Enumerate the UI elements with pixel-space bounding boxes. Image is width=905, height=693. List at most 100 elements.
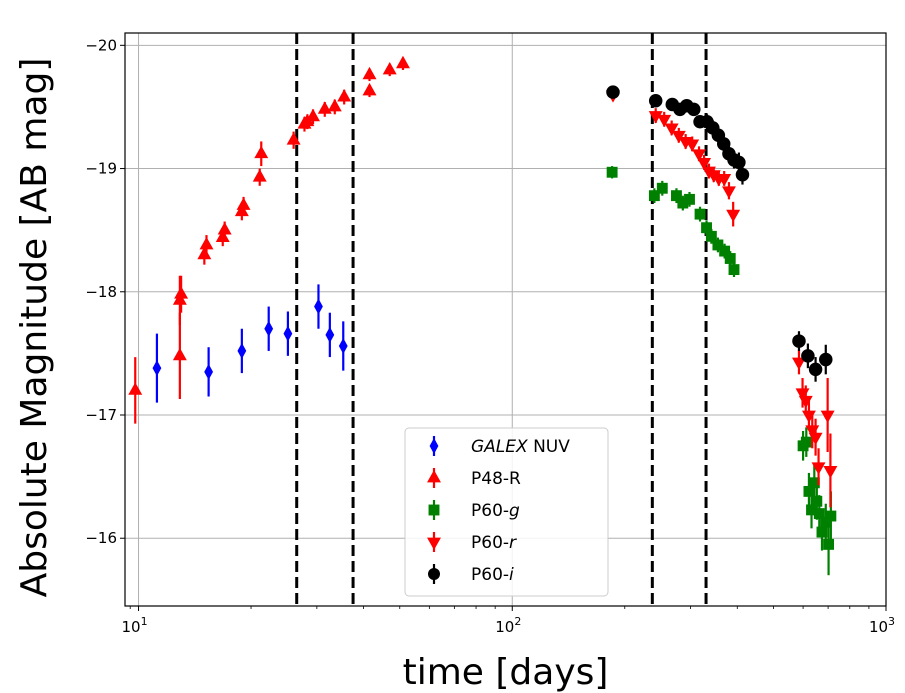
data-point [648,190,660,202]
legend-marker [427,470,441,483]
data-point [687,102,701,117]
data-point [337,89,352,102]
data-point [694,208,706,220]
data-point [657,114,672,128]
series-2 [606,166,837,576]
data-point [712,239,724,251]
data-layer [128,55,838,576]
data-point [362,82,377,96]
data-point [286,132,301,145]
legend-item: P60-r [427,532,517,553]
data-point [808,432,823,446]
data-point [382,61,397,75]
data-point [606,85,620,99]
data-point [800,436,812,448]
data-point [811,495,823,507]
data-point [823,538,835,550]
legend-item: P60-g [428,500,520,521]
x-tick-exponent: 2 [514,615,521,628]
data-point [215,229,230,242]
legend-label: P48-R [471,469,521,489]
data-point [701,222,712,234]
data-point [236,197,251,210]
data-point [396,55,410,69]
data-point [705,230,717,242]
series-3 [606,88,838,508]
x-tick-base: 10 [869,618,888,636]
data-point [174,286,189,299]
data-point [728,264,740,276]
data-point [685,139,700,152]
series-1 [128,55,410,424]
data-point [325,326,335,343]
legend-label-name: P60- [471,501,509,521]
data-point [816,526,828,538]
legend-label-prefix: GALEX [471,437,533,457]
data-point [254,145,269,159]
data-point [721,186,736,199]
legend-marker [429,438,439,454]
data-point [719,245,731,257]
legend-marker [428,568,440,580]
data-point [801,349,815,363]
data-point [677,197,689,209]
data-point [798,395,813,409]
data-point [237,342,247,359]
data-point [732,155,746,170]
data-point [671,190,682,202]
legend-label-filter: r [509,533,517,553]
data-point [664,123,679,136]
data-point [823,466,838,479]
data-point [726,209,741,223]
data-point [801,410,816,423]
data-point [825,510,837,522]
legend-label: P60-r [471,533,517,553]
data-point [648,94,663,108]
y-tick-label: −16 [85,529,117,547]
data-point [692,149,706,162]
data-point [684,193,695,205]
data-point [314,298,323,315]
legend-label: P60-g [471,501,520,521]
data-point [252,169,267,182]
x-tick-base: 10 [495,618,514,636]
data-point [199,236,214,250]
y-tick-label: −19 [85,160,117,178]
x-tick-exponent: 1 [141,615,148,628]
x-tick-exponent: 3 [888,615,895,628]
series-4 [606,85,833,382]
data-point [197,246,212,260]
data-point [735,167,750,182]
legend-label-name: P48-R [471,469,521,489]
data-point [806,504,817,516]
legend-marker [427,537,441,550]
data-point [717,174,732,187]
data-point [697,157,712,171]
legend-label-name: P60- [471,565,509,585]
data-point [283,325,293,342]
data-point [792,357,806,371]
y-tick-label: −18 [85,283,117,301]
data-point [152,360,162,377]
data-point [338,337,348,354]
x-tick-base: 10 [121,618,140,636]
data-point [819,352,833,367]
x-tick-label: 102 [495,615,521,636]
data-point [808,477,820,489]
legend-label-filter: i [509,565,514,585]
y-tick-label: −17 [85,406,117,424]
x-axis-title: time [days] [403,652,609,693]
series-0 [152,284,348,403]
data-point [813,508,825,520]
data-point [317,101,332,114]
legend-item: GALEX NUV [429,436,570,457]
plot-frame [124,32,887,607]
data-point [648,111,663,124]
data-point [217,222,232,235]
data-point [204,363,214,380]
data-point [808,362,823,377]
data-point [327,98,342,112]
data-point [811,462,826,475]
data-point [803,485,815,497]
